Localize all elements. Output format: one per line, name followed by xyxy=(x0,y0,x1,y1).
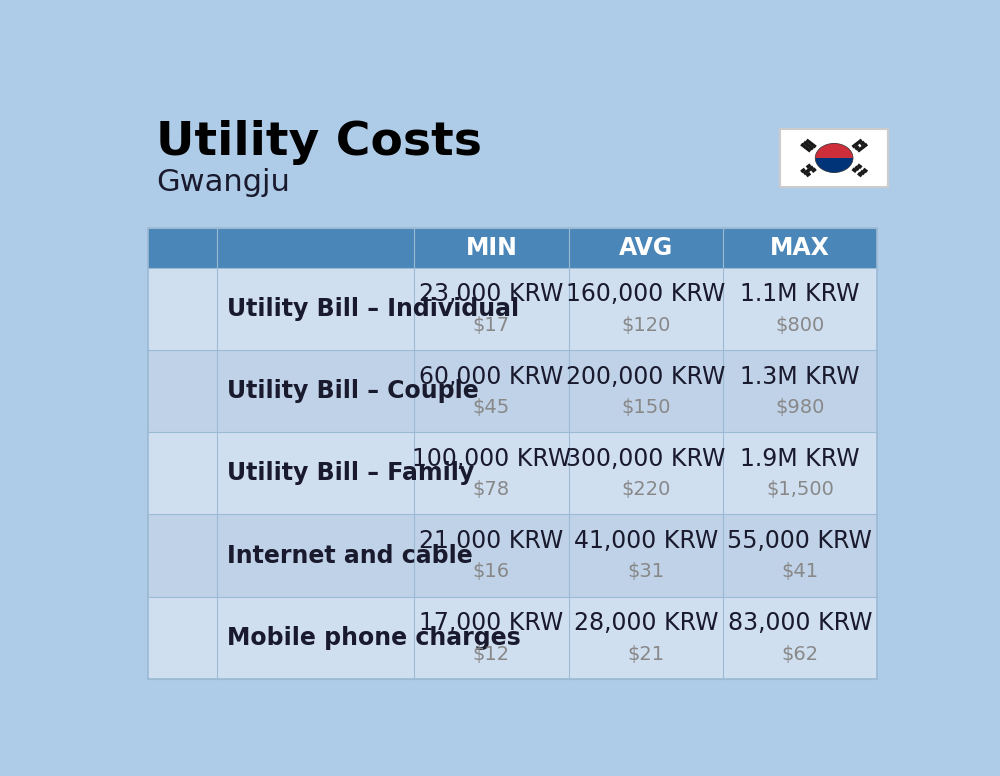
Text: $41: $41 xyxy=(781,563,818,581)
FancyBboxPatch shape xyxy=(217,268,414,350)
FancyBboxPatch shape xyxy=(148,268,217,350)
Text: $21: $21 xyxy=(627,645,664,663)
FancyBboxPatch shape xyxy=(780,129,888,187)
Text: 83,000 KRW: 83,000 KRW xyxy=(728,611,872,635)
Text: MAX: MAX xyxy=(770,236,830,260)
Text: $62: $62 xyxy=(781,645,818,663)
Text: 100,000 KRW: 100,000 KRW xyxy=(412,447,571,471)
Text: $45: $45 xyxy=(473,398,510,417)
Text: $980: $980 xyxy=(775,398,825,417)
Text: 55,000 KRW: 55,000 KRW xyxy=(727,528,872,553)
Wedge shape xyxy=(815,144,853,158)
FancyBboxPatch shape xyxy=(569,514,723,597)
Text: Utility Bill – Couple: Utility Bill – Couple xyxy=(227,379,479,404)
FancyBboxPatch shape xyxy=(148,597,217,679)
Text: 200,000 KRW: 200,000 KRW xyxy=(566,365,726,389)
FancyBboxPatch shape xyxy=(217,350,414,432)
Text: 28,000 KRW: 28,000 KRW xyxy=(574,611,718,635)
FancyBboxPatch shape xyxy=(414,350,569,432)
FancyBboxPatch shape xyxy=(569,432,723,514)
Text: Mobile phone charges: Mobile phone charges xyxy=(227,625,521,650)
FancyBboxPatch shape xyxy=(148,432,217,514)
FancyBboxPatch shape xyxy=(148,227,217,268)
Circle shape xyxy=(825,158,844,172)
FancyBboxPatch shape xyxy=(148,350,217,432)
Text: Utility Costs: Utility Costs xyxy=(156,120,482,165)
FancyBboxPatch shape xyxy=(569,227,723,268)
Text: $16: $16 xyxy=(473,563,510,581)
Wedge shape xyxy=(815,158,853,172)
FancyBboxPatch shape xyxy=(414,432,569,514)
FancyBboxPatch shape xyxy=(217,227,414,268)
FancyBboxPatch shape xyxy=(414,268,569,350)
Text: Utility Bill – Individual: Utility Bill – Individual xyxy=(227,297,519,321)
Text: $12: $12 xyxy=(473,645,510,663)
FancyBboxPatch shape xyxy=(217,597,414,679)
Text: 17,000 KRW: 17,000 KRW xyxy=(419,611,563,635)
FancyBboxPatch shape xyxy=(723,514,877,597)
FancyBboxPatch shape xyxy=(569,350,723,432)
Text: $31: $31 xyxy=(627,563,664,581)
FancyBboxPatch shape xyxy=(569,268,723,350)
Text: 300,000 KRW: 300,000 KRW xyxy=(566,447,726,471)
FancyBboxPatch shape xyxy=(723,432,877,514)
FancyBboxPatch shape xyxy=(414,514,569,597)
Text: 21,000 KRW: 21,000 KRW xyxy=(419,528,563,553)
Text: $800: $800 xyxy=(775,316,825,335)
FancyBboxPatch shape xyxy=(723,597,877,679)
Text: $120: $120 xyxy=(621,316,671,335)
FancyBboxPatch shape xyxy=(217,514,414,597)
Text: $17: $17 xyxy=(473,316,510,335)
FancyBboxPatch shape xyxy=(723,350,877,432)
Text: $150: $150 xyxy=(621,398,671,417)
Text: $78: $78 xyxy=(473,480,510,499)
Text: 41,000 KRW: 41,000 KRW xyxy=(574,528,718,553)
Text: 23,000 KRW: 23,000 KRW xyxy=(419,282,564,307)
Text: 1.3M KRW: 1.3M KRW xyxy=(740,365,860,389)
Text: MIN: MIN xyxy=(465,236,517,260)
Text: $1,500: $1,500 xyxy=(766,480,834,499)
Text: $220: $220 xyxy=(621,480,671,499)
FancyBboxPatch shape xyxy=(414,227,569,268)
Text: Utility Bill – Family: Utility Bill – Family xyxy=(227,462,474,486)
FancyBboxPatch shape xyxy=(217,432,414,514)
Text: AVG: AVG xyxy=(619,236,673,260)
Text: 160,000 KRW: 160,000 KRW xyxy=(566,282,725,307)
FancyBboxPatch shape xyxy=(723,268,877,350)
Text: Gwangju: Gwangju xyxy=(156,168,290,197)
Text: 1.9M KRW: 1.9M KRW xyxy=(740,447,860,471)
Text: 60,000 KRW: 60,000 KRW xyxy=(419,365,564,389)
Text: 1.1M KRW: 1.1M KRW xyxy=(740,282,860,307)
FancyBboxPatch shape xyxy=(414,597,569,679)
Text: Internet and cable: Internet and cable xyxy=(227,543,473,567)
FancyBboxPatch shape xyxy=(569,597,723,679)
FancyBboxPatch shape xyxy=(723,227,877,268)
Circle shape xyxy=(825,144,844,158)
FancyBboxPatch shape xyxy=(148,514,217,597)
